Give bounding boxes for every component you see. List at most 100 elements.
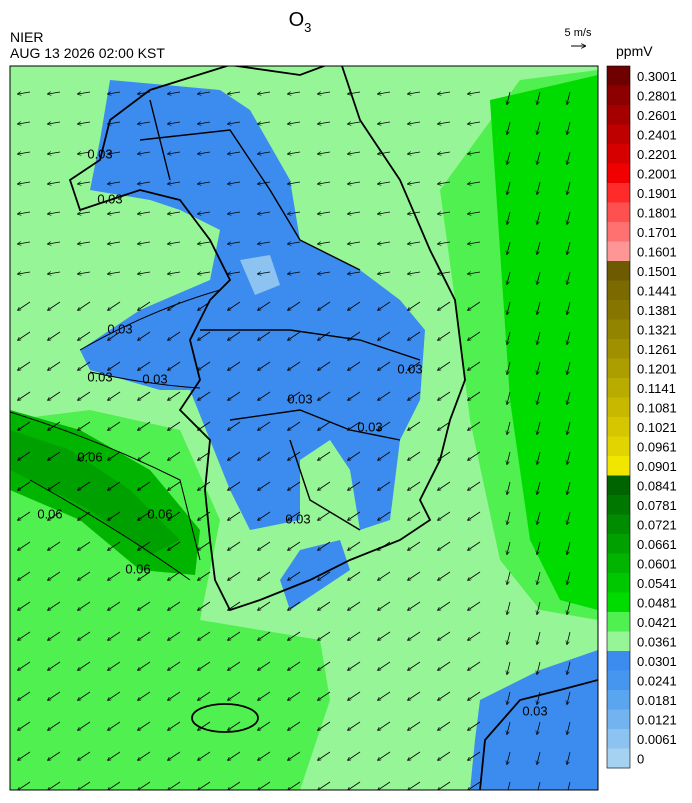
wind-arrow <box>108 661 121 670</box>
wind-arrow <box>318 751 331 760</box>
wind-arrow <box>258 631 271 640</box>
colorbar-swatch <box>607 670 630 691</box>
wind-arrow <box>258 481 271 490</box>
wind-arrow <box>318 631 331 640</box>
wind-arrow <box>567 301 571 314</box>
wind-arrow <box>198 691 211 700</box>
wind-arrow <box>138 391 151 400</box>
wind-arrow <box>318 601 331 610</box>
wind-arrow <box>258 331 271 340</box>
wind-arrow <box>78 451 91 460</box>
wind-arrow <box>138 451 151 460</box>
wind-arrow <box>18 451 31 460</box>
colorbar-label: 0.1701 <box>637 225 677 240</box>
wind-arrow <box>288 92 301 94</box>
wind-arrow <box>228 691 241 700</box>
wind-arrow <box>258 301 271 310</box>
wind-arrow <box>567 181 571 194</box>
wind-arrow <box>468 92 481 94</box>
wind-arrow <box>537 391 541 404</box>
wind-arrow <box>198 391 211 400</box>
wind-arrow <box>48 182 61 184</box>
wind-arrow <box>78 272 91 274</box>
wind-arrow <box>168 152 181 154</box>
field-0301 <box>80 80 425 530</box>
wind-arrow <box>258 391 271 400</box>
wind-arrow <box>228 272 241 274</box>
colorbar-label: 0.1501 <box>637 264 677 279</box>
wind-arrow <box>258 511 271 520</box>
wind-arrow <box>108 242 121 244</box>
wind-arrow <box>258 451 271 460</box>
colorbar-label: 0.0421 <box>637 615 677 630</box>
wind-arrow <box>408 391 421 400</box>
wind-arrow <box>258 691 271 700</box>
wind-arrow <box>48 751 61 760</box>
wind-arrow <box>138 361 151 370</box>
wind-arrow <box>78 421 91 430</box>
title-main: O <box>289 9 305 31</box>
wind-arrow <box>567 391 571 404</box>
wind-arrow <box>108 92 121 94</box>
colorbar-swatch <box>607 748 630 769</box>
wind-arrow <box>378 421 391 430</box>
wind-arrow <box>18 152 31 154</box>
map-frame <box>9 65 599 791</box>
wind-arrow <box>438 571 451 580</box>
contour-label: 0.03 <box>87 369 112 384</box>
wind-arrow <box>198 122 211 124</box>
wind-arrow <box>507 631 511 644</box>
contour-label: 0.03 <box>107 321 132 336</box>
contour-label: 0.03 <box>522 703 547 718</box>
wind-arrow <box>438 631 451 640</box>
wind-arrow <box>288 331 301 340</box>
wind-arrow <box>348 571 361 580</box>
colorbar-label: 0.1021 <box>637 420 677 435</box>
colorbar-swatch <box>607 397 630 418</box>
wind-arrow <box>438 92 451 94</box>
wind-arrow <box>348 451 361 460</box>
colorbar-label: 0.1801 <box>637 206 677 221</box>
wind-arrow <box>537 601 541 614</box>
wind-arrow <box>348 781 361 790</box>
colorbar-label: 0.1901 <box>637 186 677 201</box>
wind-arrow <box>537 631 541 644</box>
wind-arrow <box>378 691 391 700</box>
wind-arrow <box>198 421 211 430</box>
wind-arrow <box>288 242 301 244</box>
wind-arrow <box>18 541 31 550</box>
wind-arrow <box>507 751 511 764</box>
wind-arrow <box>288 601 301 610</box>
colorbar-swatch <box>607 690 630 710</box>
wind-arrow <box>468 361 481 370</box>
wind-arrow <box>438 331 451 340</box>
wind-arrow <box>507 721 511 734</box>
wind-arrow <box>567 541 571 554</box>
colorbar-label: 0.2401 <box>637 128 677 143</box>
wind-arrow <box>318 242 331 244</box>
wind-arrow <box>507 421 511 434</box>
contour-label: 0.03 <box>285 511 310 526</box>
colorbar-swatch <box>607 475 630 496</box>
wind-arrow <box>378 331 391 340</box>
wind-arrow <box>258 571 271 580</box>
colorbar-label: 0.0361 <box>637 635 677 650</box>
wind-arrow <box>378 301 391 310</box>
wind-arrow <box>567 631 571 644</box>
wind-arrow <box>288 391 301 400</box>
wind-arrow <box>228 481 241 490</box>
wind-arrow <box>168 272 181 274</box>
wind-arrow <box>108 451 121 460</box>
wind-arrow <box>108 301 121 310</box>
wind-arrow <box>438 511 451 520</box>
wind-arrow <box>108 212 121 214</box>
wind-arrow <box>198 541 211 550</box>
wind-arrow <box>198 212 211 214</box>
wind-arrow <box>78 301 91 310</box>
field-0661 <box>10 430 180 555</box>
field-0301-south <box>280 540 350 610</box>
wind-arrow <box>408 601 421 610</box>
wind-arrow <box>378 571 391 580</box>
wind-arrow <box>468 331 481 340</box>
colorbar-swatch <box>607 319 630 340</box>
